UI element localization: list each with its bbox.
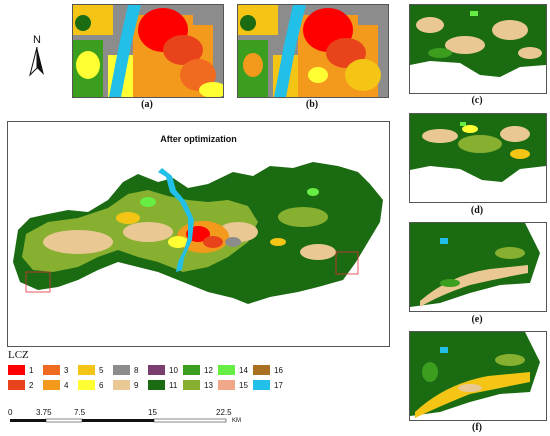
legend-label: 1 bbox=[29, 365, 34, 375]
legend-item-4: 4 bbox=[43, 379, 68, 391]
legend-label: 6 bbox=[99, 380, 104, 390]
panel-e-label: (e) bbox=[471, 314, 483, 325]
legend-label: 10 bbox=[169, 365, 178, 375]
main-map: After optimization bbox=[7, 121, 390, 347]
panel-e-image bbox=[410, 223, 546, 311]
legend-label: 5 bbox=[99, 365, 104, 375]
panel-d-label: (d) bbox=[470, 205, 484, 216]
legend-swatch bbox=[113, 380, 130, 390]
legend-item-14: 14 bbox=[218, 364, 248, 376]
panel-e-map bbox=[409, 222, 547, 312]
legend-label: 3 bbox=[64, 365, 69, 375]
legend-swatch bbox=[183, 365, 200, 375]
legend-item-6: 6 bbox=[78, 379, 103, 391]
legend-swatch bbox=[253, 380, 270, 390]
legend-label: 17 bbox=[274, 380, 283, 390]
legend-swatch bbox=[253, 365, 270, 375]
panel-c-map bbox=[409, 4, 547, 94]
legend-swatch bbox=[218, 380, 235, 390]
legend-label: 9 bbox=[134, 380, 139, 390]
legend-item-9: 9 bbox=[113, 379, 138, 391]
panel-c-image bbox=[410, 5, 546, 93]
legend-swatch bbox=[218, 365, 235, 375]
panel-c-label: (c) bbox=[471, 95, 483, 106]
panel-f-map bbox=[409, 331, 547, 421]
legend-item-10: 10 bbox=[148, 364, 178, 376]
legend-item-17: 17 bbox=[253, 379, 283, 391]
scale-tick-1: 3.75 bbox=[36, 408, 52, 417]
panel-d-map bbox=[409, 113, 547, 203]
legend-swatch bbox=[148, 380, 165, 390]
legend-swatch bbox=[148, 365, 165, 375]
legend-item-11: 11 bbox=[148, 379, 177, 391]
panel-a-map bbox=[72, 4, 224, 98]
panel-a-image bbox=[73, 5, 223, 97]
legend-item-16: 16 bbox=[253, 364, 283, 376]
scale-tick-3: 15 bbox=[148, 408, 157, 417]
scale-bar-graphic bbox=[10, 418, 227, 423]
legend-title: LCZ bbox=[8, 349, 29, 361]
legend-item-5: 5 bbox=[78, 364, 103, 376]
legend-label: 2 bbox=[29, 380, 34, 390]
scale-bar: 0 3.75 7.5 15 22.5 KM bbox=[8, 408, 278, 428]
legend-swatch bbox=[78, 365, 95, 375]
north-arrow: N bbox=[27, 34, 47, 82]
legend-label: 13 bbox=[204, 380, 213, 390]
legend-label: 4 bbox=[64, 380, 69, 390]
legend-item-13: 13 bbox=[183, 379, 213, 391]
legend-swatch bbox=[113, 365, 130, 375]
legend-label: 11 bbox=[169, 380, 178, 390]
legend-swatch bbox=[78, 380, 95, 390]
scale-tick-0: 0 bbox=[8, 408, 13, 417]
panel-b-label: (b) bbox=[305, 99, 319, 110]
scale-unit: KM bbox=[232, 418, 241, 424]
legend-item-3: 3 bbox=[43, 364, 68, 376]
legend-label: 12 bbox=[204, 365, 213, 375]
panel-b-map bbox=[237, 4, 389, 98]
north-arrow-icon bbox=[29, 46, 44, 77]
panel-d-image bbox=[410, 114, 546, 202]
main-map-image bbox=[13, 162, 383, 304]
legend-item-8: 8 bbox=[113, 364, 138, 376]
legend-swatch bbox=[43, 365, 60, 375]
legend-label: 15 bbox=[239, 380, 248, 390]
panel-a-label: (a) bbox=[141, 99, 153, 110]
legend-label: 8 bbox=[134, 365, 139, 375]
panel-b-image bbox=[238, 5, 388, 97]
legend-label: 14 bbox=[239, 365, 248, 375]
legend-item-12: 12 bbox=[183, 364, 213, 376]
legend-swatch bbox=[43, 380, 60, 390]
scale-tick-4: 22.5 bbox=[216, 408, 232, 417]
legend-label: 16 bbox=[274, 365, 283, 375]
legend-swatch bbox=[183, 380, 200, 390]
legend-item-1: 1 bbox=[8, 364, 33, 376]
legend-swatch bbox=[8, 380, 25, 390]
legend-item-2: 2 bbox=[8, 379, 33, 391]
legend-item-15: 15 bbox=[218, 379, 248, 391]
north-label: N bbox=[33, 34, 41, 46]
legend: 1 2 3 4 5 6 8 9 10 11 12 13 14 15 16 17 bbox=[8, 364, 288, 394]
legend-swatch bbox=[8, 365, 25, 375]
panel-f-label: (f) bbox=[472, 422, 482, 433]
scale-tick-2: 7.5 bbox=[74, 408, 86, 417]
main-map-title: After optimization bbox=[160, 134, 237, 144]
panel-f-image bbox=[410, 332, 546, 420]
